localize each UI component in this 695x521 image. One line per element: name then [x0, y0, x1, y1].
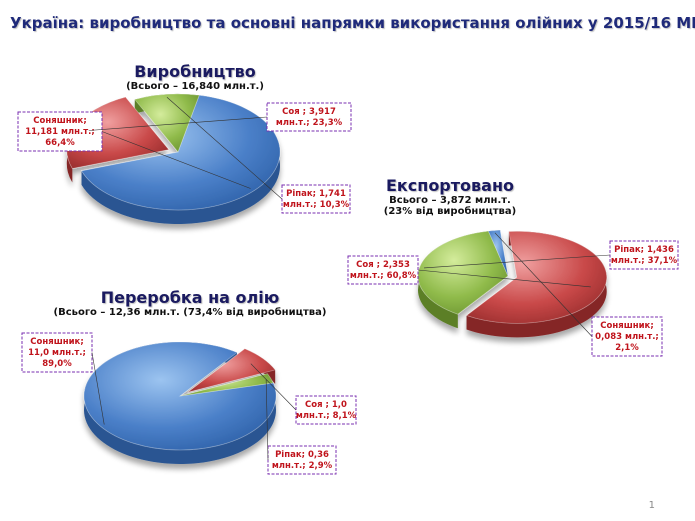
pie-slice-sunflower-0: [80, 94, 281, 211]
data-label-line: млн.т.; 37,1%: [611, 256, 678, 266]
leader-line: [91, 352, 105, 425]
pie-slice-sunflower-1: [487, 229, 509, 277]
pie-slice-soy-2: [187, 348, 276, 393]
data-label-line: 2,1%: [615, 343, 639, 353]
pie-slice-rapeseed-2: [179, 373, 274, 397]
data-label-line: 0,083 млн.т.;: [595, 332, 659, 342]
chart-subtitle2-export: (23% від виробництва): [383, 206, 517, 217]
chart-subtitle-export: Всього – 3,872 млн.т.: [389, 195, 511, 206]
data-label-sunflower-2: Соняшник;11,0 млн.т.;89,0%: [21, 332, 105, 425]
pie-slice-rapeseed-0: [134, 93, 200, 153]
chart-subtitle-processing: (Всього – 12,36 млн.т. (73,4% від виробн…: [53, 307, 327, 318]
data-label-line: млн.т.; 2,9%: [272, 461, 333, 471]
chart-title-export: Експортовано: [385, 176, 514, 195]
leader-line: [265, 379, 269, 461]
chart-heading-processing: Переробка на олію (Всього – 12,36 млн.т.…: [40, 288, 340, 318]
data-label-sunflower-1: Соняшник;0,083 млн.т.;2,1%: [494, 232, 663, 357]
data-label-line: млн.т.; 10,3%: [283, 200, 350, 210]
data-label-line: Соя ; 3,917: [282, 107, 336, 117]
data-label-line: Соя ; 1,0: [305, 400, 347, 410]
chart-title-production: Виробництво: [134, 62, 256, 81]
chart-heading-production: Виробництво (Всього – 16,840 млн.т.): [95, 62, 295, 92]
data-label-line: 11,0 млн.т.;: [28, 348, 86, 358]
leader-line: [88, 116, 268, 131]
data-label-line: 89,0%: [42, 359, 72, 369]
data-label-line: Ріпак; 0,36: [275, 449, 329, 460]
data-label-line: Ріпак; 1,436: [614, 244, 674, 255]
data-label-line: 11,181 млн.т.;: [25, 127, 95, 137]
chart-title-processing: Переробка на олію: [100, 288, 280, 307]
pie-slice-side-soy-1: [466, 231, 607, 338]
data-label-line: млн.т.; 60,8%: [350, 271, 417, 281]
data-label-line: Соняшник;: [30, 337, 83, 347]
leader-line: [423, 254, 611, 269]
leader-line: [101, 131, 251, 189]
leader-line: [494, 232, 593, 337]
pie-slice-rapeseed-1: [417, 230, 509, 315]
chart-subtitle-production: (Всього – 16,840 млн.т.): [126, 81, 264, 92]
chart-heading-export: Експортовано Всього – 3,872 млн.т. (23% …: [350, 176, 550, 217]
slide-title: Україна: виробництво та основні напрямки…: [10, 14, 695, 32]
data-label-line: млн.т.; 8,1%: [296, 411, 357, 421]
data-label-line: Ріпак; 1,741: [286, 188, 346, 199]
leader-line: [250, 363, 297, 411]
page-number: 1: [648, 500, 655, 511]
pie-chart-1: [417, 229, 608, 338]
leader-line: [417, 269, 591, 288]
data-label-line: 66,4%: [45, 138, 75, 148]
data-label-line: Соняшник;: [33, 116, 86, 126]
leader-line: [166, 97, 283, 200]
data-label-line: Соя ; 2,353: [356, 260, 410, 270]
data-label-sunflower-0: Соняшник;11,181 млн.т.;66,4%: [17, 111, 251, 189]
data-label-line: млн.т.; 23,3%: [276, 118, 343, 128]
data-label-line: Соняшник;: [600, 321, 653, 331]
pie-chart-2: [83, 341, 277, 464]
